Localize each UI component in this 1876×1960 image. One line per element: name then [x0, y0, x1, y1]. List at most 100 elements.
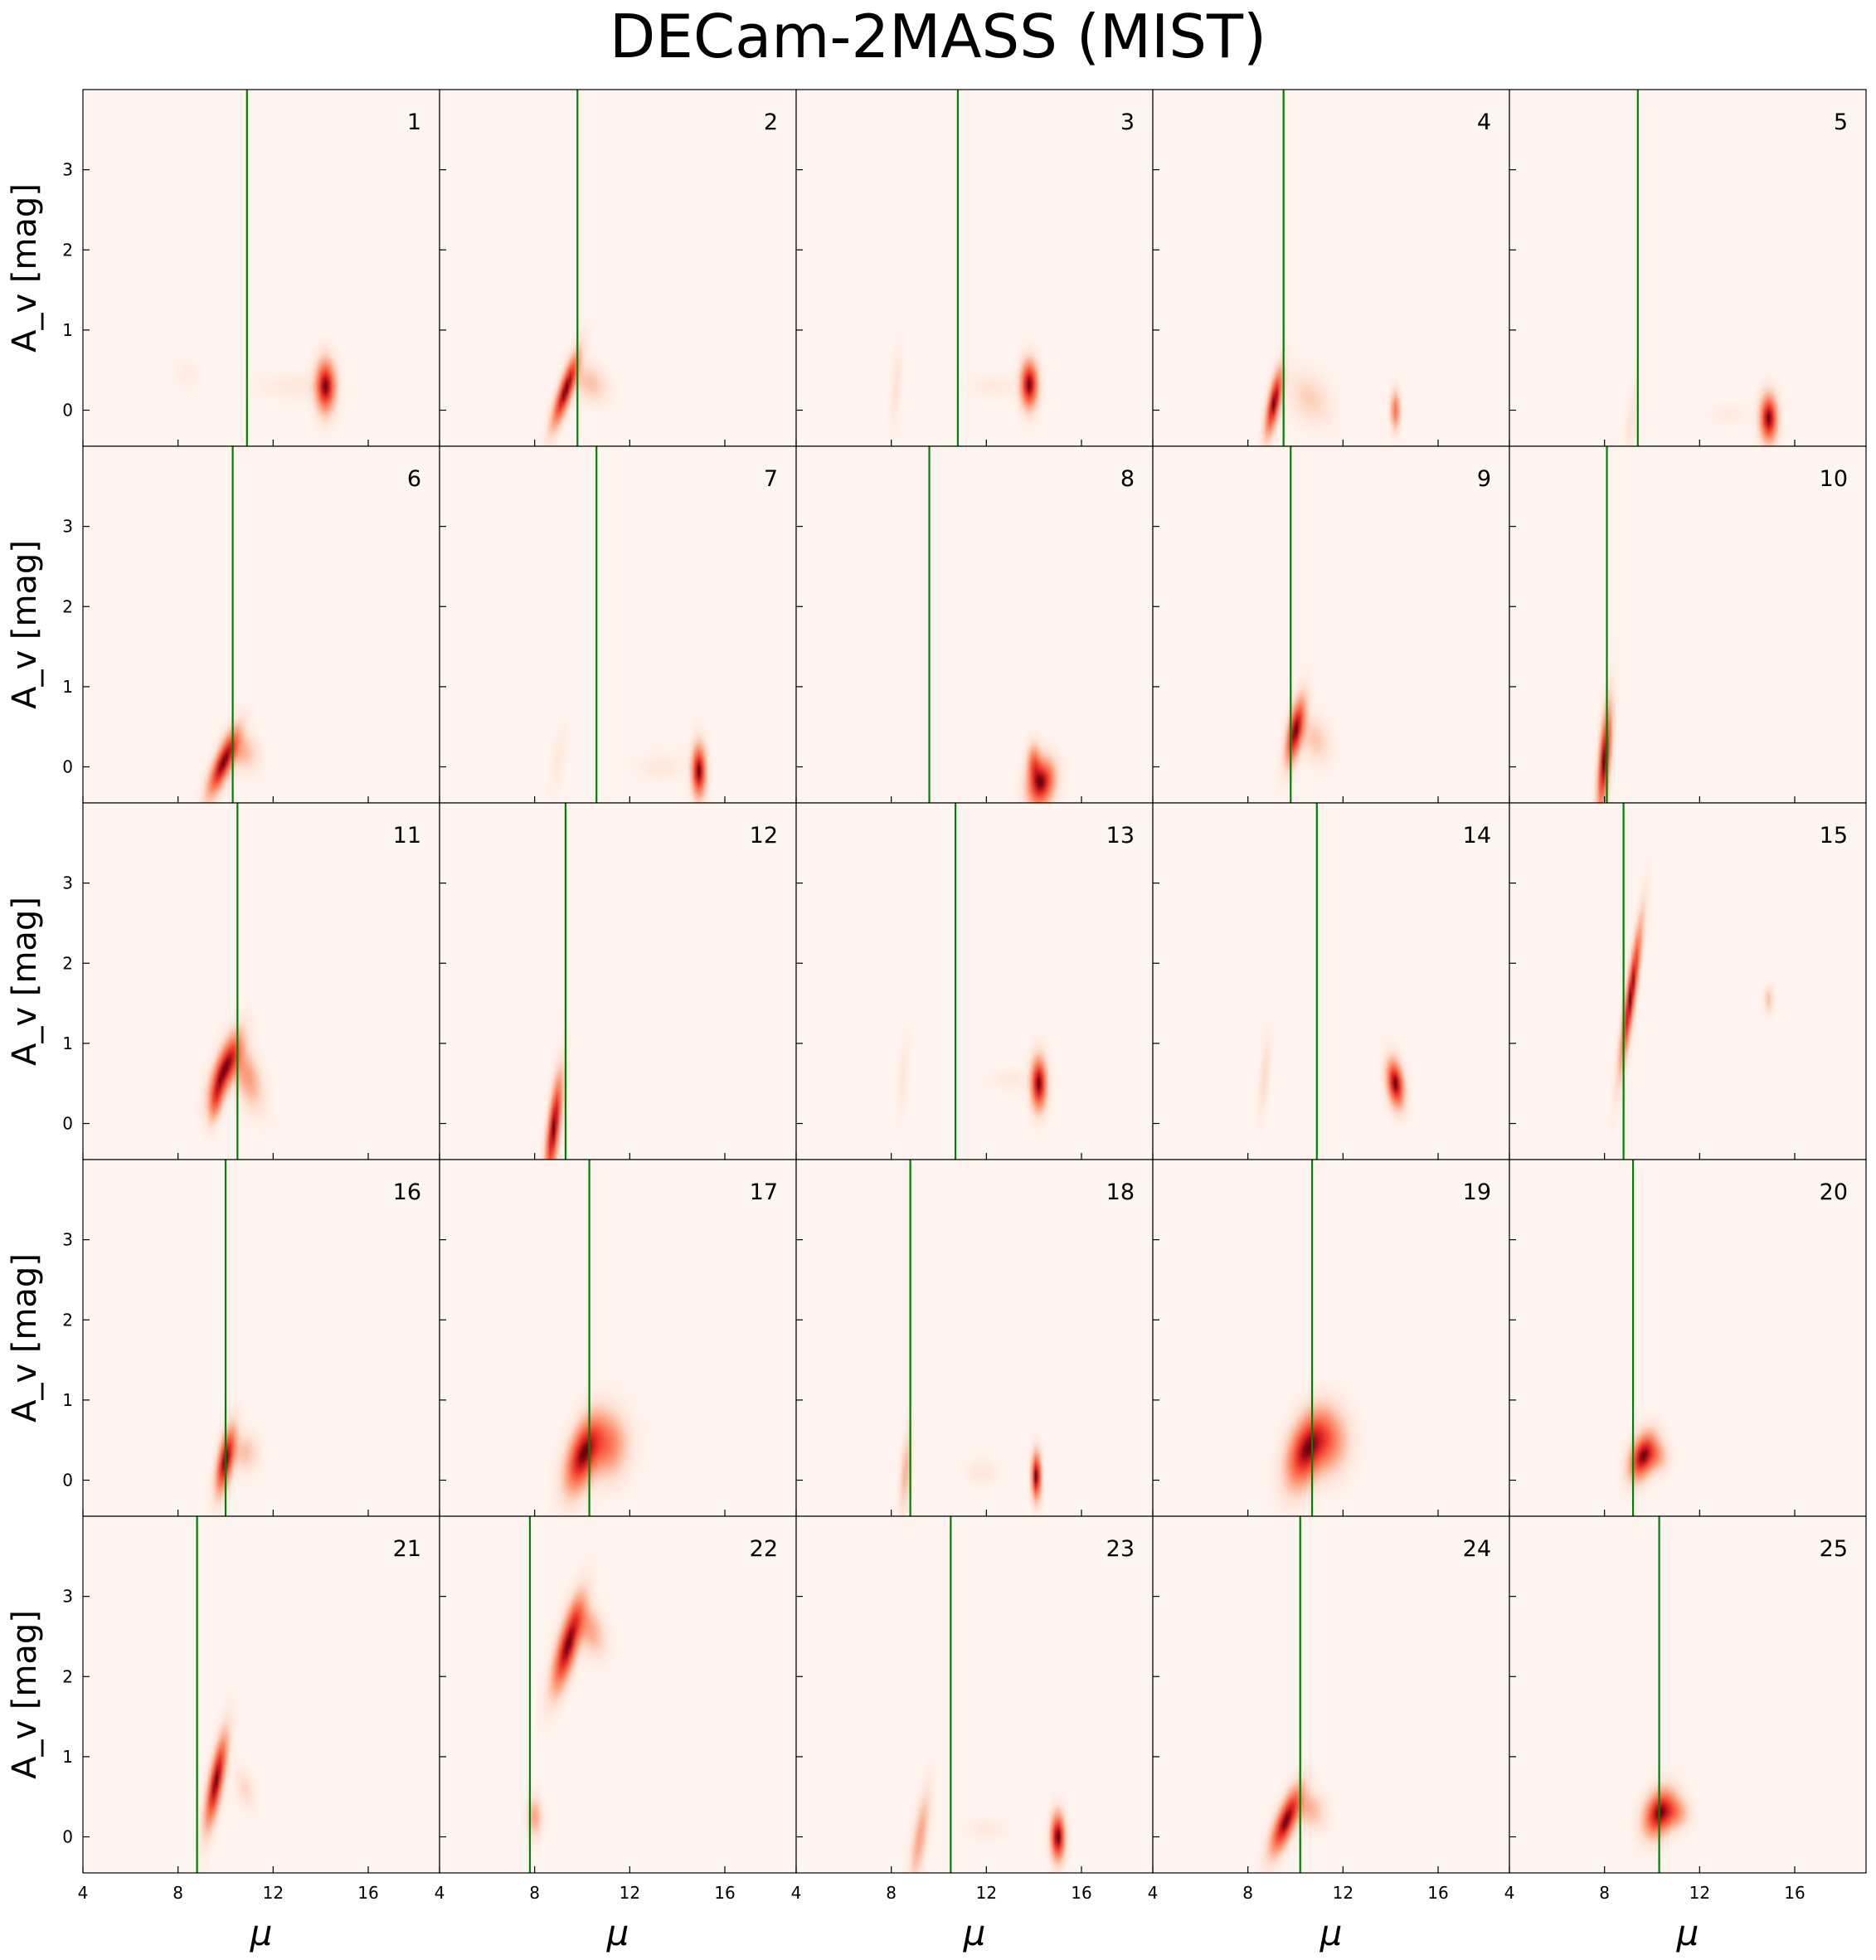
panel-10: 10	[1509, 445, 1867, 804]
panel-4: 4	[1152, 89, 1510, 447]
x-tick-label: 16	[1427, 1883, 1448, 1903]
y-axis-label: A_v [mag]	[6, 540, 44, 709]
panel-21: 21	[82, 1515, 440, 1874]
y-tick-label: 1	[62, 1033, 73, 1053]
density-heatmap	[796, 90, 1153, 446]
panel-number: 3	[1120, 109, 1135, 135]
panel-number: 22	[750, 1536, 778, 1562]
y-tick-label: 1	[62, 320, 73, 340]
y-tick-label: 2	[62, 1310, 73, 1330]
density-heatmap	[440, 1160, 796, 1516]
y-tick-label: 3	[62, 873, 73, 893]
density-heatmap	[1509, 1516, 1866, 1873]
y-axis-label: A_v [mag]	[6, 183, 44, 353]
panel-number: 1	[407, 109, 421, 135]
panel-2: 2	[439, 89, 797, 447]
density-heatmap	[1153, 1516, 1509, 1873]
panel-18: 18	[795, 1159, 1154, 1517]
panel-22: 22	[439, 1515, 797, 1874]
panel-9: 9	[1152, 445, 1510, 804]
y-tick-label: 2	[62, 596, 73, 616]
density-heatmap	[1153, 90, 1509, 446]
density-heatmap	[440, 90, 796, 446]
y-tick-label: 0	[62, 1827, 73, 1847]
panel-number: 12	[750, 823, 778, 849]
x-tick-label: 16	[1784, 1883, 1805, 1903]
chart-title: DECam-2MASS (MIST)	[609, 2, 1267, 71]
panel-20: 20	[1509, 1159, 1867, 1517]
panel-11: 11	[82, 802, 440, 1160]
density-heatmap	[440, 1516, 796, 1873]
density-heatmap	[1509, 90, 1866, 446]
y-axis-label: A_v [mag]	[6, 897, 44, 1066]
y-tick-label: 0	[62, 1471, 73, 1491]
y-tick-label: 3	[62, 1230, 73, 1250]
x-tick-label: 8	[529, 1883, 540, 1903]
x-tick-label: 12	[1689, 1883, 1710, 1903]
panel-6: 6	[82, 445, 440, 804]
density-heatmap	[1153, 446, 1509, 803]
panel-23: 23	[795, 1515, 1154, 1874]
x-tick-label: 12	[620, 1883, 640, 1903]
x-tick-label: 4	[791, 1883, 802, 1903]
y-tick-label: 0	[62, 757, 73, 777]
x-tick-label: 4	[1504, 1883, 1515, 1903]
panel-number: 2	[764, 109, 778, 135]
y-tick-label: 3	[62, 517, 73, 537]
panel-19: 19	[1152, 1159, 1510, 1517]
panel-1: 1	[82, 89, 440, 447]
x-tick-label: 4	[1148, 1883, 1159, 1903]
x-tick-label: 12	[1333, 1883, 1354, 1903]
x-tick-label: 4	[435, 1883, 445, 1903]
x-tick-label: 16	[357, 1883, 378, 1903]
panel-number: 10	[1820, 466, 1848, 492]
density-heatmap	[796, 1516, 1153, 1873]
x-tick-label: 12	[263, 1883, 284, 1903]
panel-number: 4	[1477, 109, 1491, 135]
x-axis-label: μ	[963, 1913, 986, 1953]
y-tick-label: 0	[62, 401, 73, 421]
x-axis-label: μ	[250, 1913, 273, 1953]
panel-number: 5	[1834, 109, 1848, 135]
density-heatmap	[1509, 803, 1866, 1160]
panel-number: 20	[1820, 1179, 1848, 1205]
density-heatmap	[1509, 1160, 1866, 1516]
y-tick-label: 0	[62, 1114, 73, 1134]
y-tick-label: 2	[62, 240, 73, 260]
panel-number: 8	[1120, 466, 1135, 492]
y-tick-label: 1	[62, 1747, 73, 1767]
density-heatmap	[83, 1516, 440, 1873]
y-axis-label: A_v [mag]	[6, 1253, 44, 1423]
panel-number: 18	[1106, 1179, 1135, 1205]
panel-17: 17	[439, 1159, 797, 1517]
panel-7: 7	[439, 445, 797, 804]
y-axis-label: A_v [mag]	[6, 1610, 44, 1779]
density-heatmap	[83, 90, 440, 446]
density-heatmap	[796, 446, 1153, 803]
density-heatmap	[83, 1160, 440, 1516]
panel-number: 23	[1106, 1536, 1135, 1562]
panel-13: 13	[795, 802, 1154, 1160]
panel-number: 16	[393, 1179, 421, 1205]
y-tick-label: 3	[62, 1587, 73, 1607]
density-heatmap	[440, 446, 796, 803]
x-axis-label: μ	[1320, 1913, 1343, 1953]
x-axis-label: μ	[1676, 1913, 1699, 1953]
panel-number: 13	[1106, 823, 1135, 849]
panel-16: 16	[82, 1159, 440, 1517]
panel-12: 12	[439, 802, 797, 1160]
x-tick-label: 4	[78, 1883, 89, 1903]
x-tick-label: 8	[173, 1883, 183, 1903]
y-tick-label: 2	[62, 953, 73, 973]
x-tick-label: 8	[1599, 1883, 1610, 1903]
panel-number: 15	[1820, 823, 1848, 849]
panel-15: 15	[1509, 802, 1867, 1160]
x-tick-label: 8	[886, 1883, 897, 1903]
y-tick-label: 1	[62, 1390, 73, 1410]
density-heatmap	[1509, 446, 1866, 803]
panel-3: 3	[795, 89, 1154, 447]
panel-14: 14	[1152, 802, 1510, 1160]
x-tick-label: 8	[1242, 1883, 1253, 1903]
density-heatmap	[796, 1160, 1153, 1516]
